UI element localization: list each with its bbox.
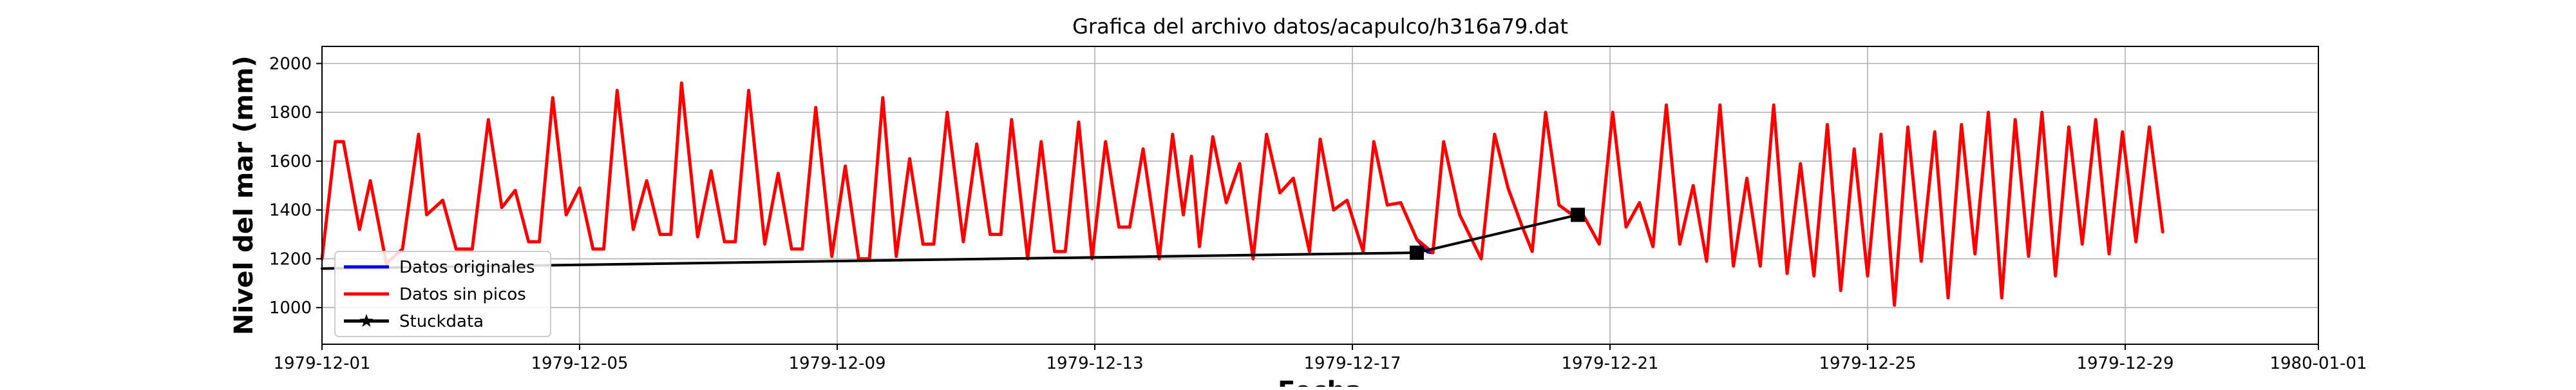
x-tick-label: 1979-12-05 — [531, 354, 628, 373]
x-tick-label: 1979-12-29 — [2076, 354, 2174, 373]
y-tick-label: 2000 — [269, 55, 312, 74]
x-axis-label: Fecha — [1278, 376, 1363, 387]
x-tick-label: 1979-12-13 — [1046, 354, 1143, 373]
x-tick-label: 1979-12-09 — [788, 354, 886, 373]
legend-label: Datos sin picos — [399, 285, 526, 304]
legend-box — [334, 251, 551, 337]
series-marker-stuckdata — [1571, 208, 1585, 222]
tick-layer: 1979-12-01 1979-12-05 1979-12-09 1979-12-13… — [269, 55, 2367, 373]
y-axis-label: Nivel del mar (mm) — [229, 55, 259, 335]
legend-label: Stuckdata — [399, 312, 484, 331]
y-tick-label: 1600 — [269, 152, 312, 171]
series-marker-stuckdata — [1410, 245, 1424, 260]
series-layer — [320, 81, 2164, 307]
legend-label: Datos originales — [399, 258, 535, 277]
y-tick-label: 1800 — [269, 103, 312, 122]
x-tick-label: 1979-12-21 — [1561, 354, 1658, 373]
x-tick-label: 1979-12-25 — [1819, 354, 1916, 373]
plot-frame — [321, 46, 2319, 345]
series-line-datos-sin-picos — [320, 81, 2164, 307]
y-tick-label: 1400 — [269, 201, 312, 220]
x-tick-label: 1980-01-01 — [2269, 354, 2367, 373]
x-tick-label: 1979-12-17 — [1303, 354, 1401, 373]
y-tick-label: 1200 — [269, 249, 312, 269]
legend-star-marker — [359, 314, 374, 327]
y-tick-label: 1000 — [269, 298, 312, 318]
legend: Datos originales Datos sin picos Stuckdata — [334, 251, 551, 337]
x-tick-label: 1979-12-01 — [273, 354, 370, 373]
chart-title: Grafica del archivo datos/acapulco/h316a… — [1072, 14, 1568, 39]
